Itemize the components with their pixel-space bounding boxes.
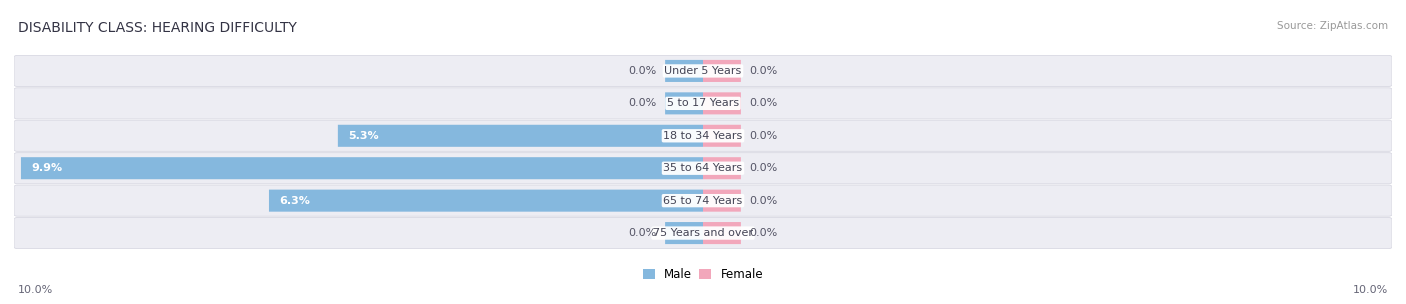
Text: 5.3%: 5.3% <box>349 131 378 141</box>
FancyBboxPatch shape <box>703 92 741 114</box>
Text: 35 to 64 Years: 35 to 64 Years <box>664 163 742 173</box>
FancyBboxPatch shape <box>665 92 703 114</box>
Text: 0.0%: 0.0% <box>749 228 778 238</box>
Legend: Male, Female: Male, Female <box>638 264 768 286</box>
Text: 0.0%: 0.0% <box>628 66 657 76</box>
Text: 9.9%: 9.9% <box>31 163 62 173</box>
Text: Under 5 Years: Under 5 Years <box>665 66 741 76</box>
FancyBboxPatch shape <box>269 190 703 212</box>
FancyBboxPatch shape <box>14 153 1392 184</box>
FancyBboxPatch shape <box>703 125 741 147</box>
FancyBboxPatch shape <box>14 217 1392 249</box>
FancyBboxPatch shape <box>14 120 1392 151</box>
Text: 10.0%: 10.0% <box>18 285 53 295</box>
Text: 10.0%: 10.0% <box>1353 285 1388 295</box>
FancyBboxPatch shape <box>703 222 741 244</box>
Text: 0.0%: 0.0% <box>749 98 778 108</box>
Text: 0.0%: 0.0% <box>628 228 657 238</box>
FancyBboxPatch shape <box>703 157 741 179</box>
FancyBboxPatch shape <box>21 157 703 179</box>
FancyBboxPatch shape <box>337 125 703 147</box>
FancyBboxPatch shape <box>14 88 1392 119</box>
Text: 65 to 74 Years: 65 to 74 Years <box>664 196 742 206</box>
Text: 0.0%: 0.0% <box>749 131 778 141</box>
FancyBboxPatch shape <box>703 60 741 82</box>
FancyBboxPatch shape <box>665 60 703 82</box>
FancyBboxPatch shape <box>703 190 741 212</box>
Text: 0.0%: 0.0% <box>749 196 778 206</box>
Text: DISABILITY CLASS: HEARING DIFFICULTY: DISABILITY CLASS: HEARING DIFFICULTY <box>18 21 297 35</box>
Text: 5 to 17 Years: 5 to 17 Years <box>666 98 740 108</box>
Text: 75 Years and over: 75 Years and over <box>652 228 754 238</box>
FancyBboxPatch shape <box>665 222 703 244</box>
Text: 0.0%: 0.0% <box>749 163 778 173</box>
Text: 18 to 34 Years: 18 to 34 Years <box>664 131 742 141</box>
Text: 0.0%: 0.0% <box>628 98 657 108</box>
Text: 6.3%: 6.3% <box>280 196 311 206</box>
FancyBboxPatch shape <box>14 185 1392 216</box>
Text: Source: ZipAtlas.com: Source: ZipAtlas.com <box>1277 21 1388 31</box>
FancyBboxPatch shape <box>14 55 1392 87</box>
Text: 0.0%: 0.0% <box>749 66 778 76</box>
